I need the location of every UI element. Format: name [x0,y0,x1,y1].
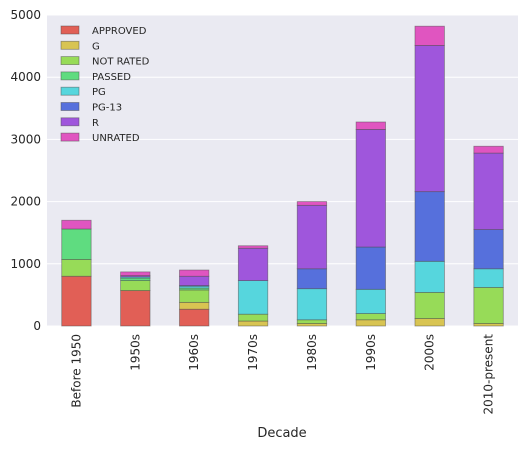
legend-label: NOT RATED [92,57,150,68]
x-tick-label: 1950s [128,334,142,371]
bar-segment [296,204,328,270]
bar-segment [473,229,504,270]
legend-label: PASSED [92,72,131,83]
x-tick-label: 1970s [246,334,260,371]
legend-swatch [60,117,80,127]
bar-segment [414,191,445,262]
legend-swatch [60,40,80,50]
legend-label: UNRATED [92,133,140,144]
x-tick-label: 2000s [423,334,437,371]
bar-segment [237,245,269,249]
legend-label: PG [92,87,106,98]
legend-label: PG-13 [92,103,122,114]
bar-segment [120,280,151,291]
bar-segment [61,259,92,277]
y-tick-label: 3000 [10,132,41,146]
bar-segment [414,45,445,193]
legend-label: APPROVED [92,26,147,37]
bar-segment [179,308,210,327]
bar-segment [355,313,386,321]
bar-segment [179,289,210,303]
bar-segment [120,290,151,327]
legend-label: R [92,118,99,129]
x-axis-ticks: Before 1950 1950s 1960s 1970s 1980s 1990s 2000… [69,334,495,415]
x-tick-label: 2010-present [482,334,496,415]
y-tick-label: 1000 [10,257,41,271]
bar-segment [355,129,386,248]
bar-segment [414,25,445,46]
legend-swatch [60,56,80,65]
legend-swatch [60,25,80,35]
legend-label: G [92,41,100,52]
bar-segment [473,152,504,230]
bar-segment [237,313,269,322]
legend: APPROVED G NOT RATED PASSED PG PG-13 R UNRATED [60,25,150,144]
bar-segment [296,319,328,324]
y-tick-label: 0 [33,319,41,333]
bar-segment [414,292,445,319]
bar-segment [355,319,386,327]
bar-segment [179,269,210,277]
y-tick-label: 4000 [10,70,41,84]
x-tick-label: 1990s [364,334,378,371]
bar-segment [296,288,328,321]
bar-segment [296,268,328,290]
legend-swatch [60,132,80,142]
bar-segment [355,246,386,290]
bar-segment [414,318,445,327]
bar-segment [237,247,269,281]
bar-segment [61,219,92,230]
bar-segment [473,145,504,154]
bar-segment [473,268,504,288]
legend-swatch [60,102,80,111]
x-tick-label: 1980s [305,334,319,371]
x-tick-label: 1960s [187,334,201,371]
bars [61,25,504,327]
bar-segment [473,287,504,324]
bar-segment [179,275,210,286]
legend-swatch [60,86,80,96]
bar-segment [237,280,269,315]
bar-segment [61,275,92,327]
x-tick-label: Before 1950 [69,334,83,408]
y-tick-label: 2000 [10,195,41,209]
bar-segment [296,201,328,206]
bar-segment [179,301,210,310]
bar-segment [355,288,386,314]
bar-segment [237,320,269,327]
bar-segment [414,260,445,293]
y-axis-ticks: 0 1000 2000 3000 4000 5000 [10,8,41,333]
y-tick-label: 5000 [10,8,41,22]
bar-segment [355,121,386,130]
bar-segment [120,271,151,277]
x-axis-title: Decade [257,426,306,441]
legend-swatch [60,71,80,81]
bar-segment [61,228,92,260]
